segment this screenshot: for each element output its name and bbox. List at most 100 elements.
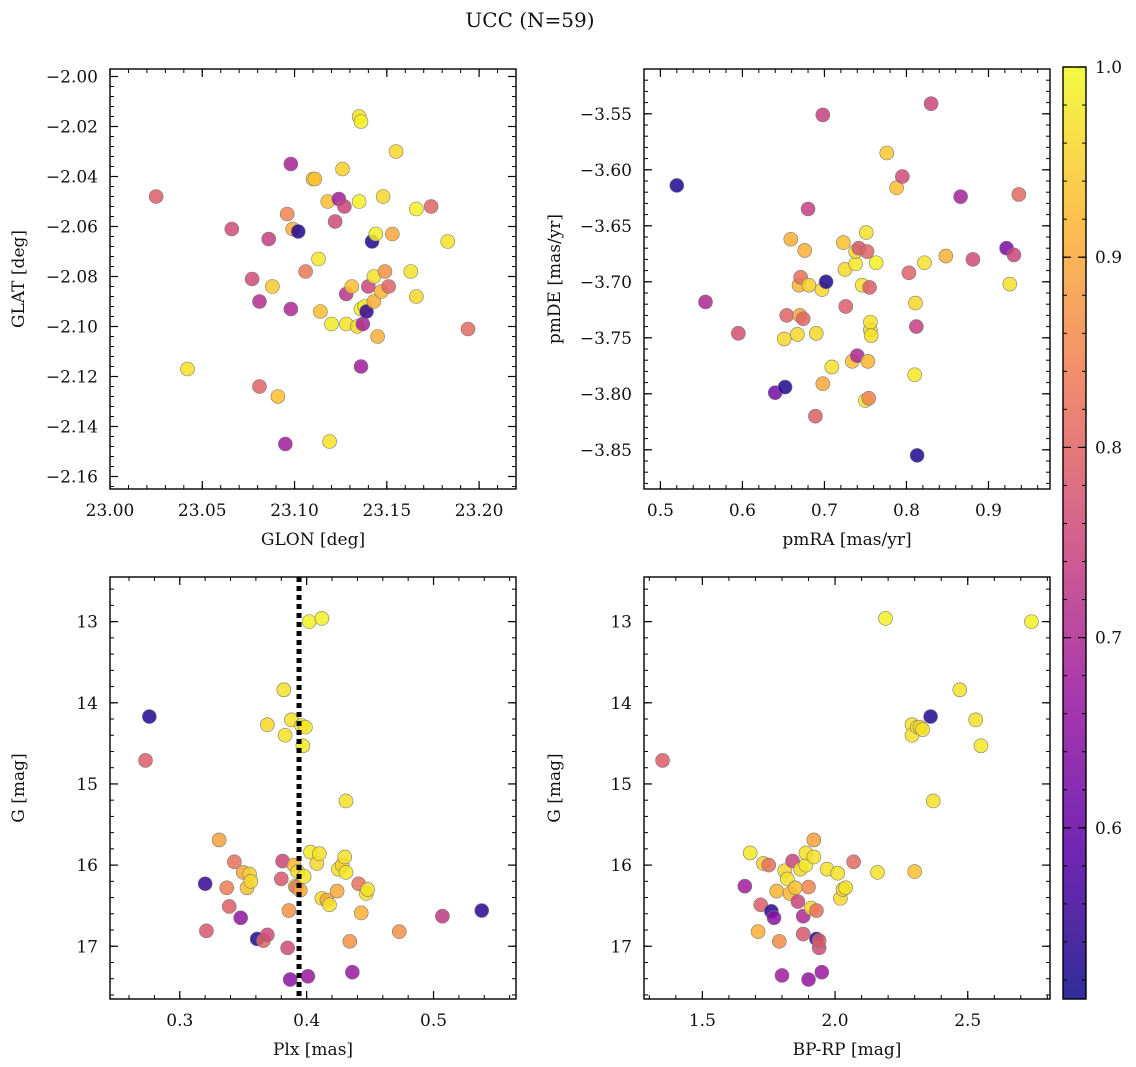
scatter-point <box>276 682 292 698</box>
scatter-point <box>233 910 248 926</box>
scatter-point <box>265 279 280 294</box>
scatter-point <box>923 96 939 112</box>
x-tick-label: 0.5 <box>647 501 674 521</box>
x-tick-label: 0.6 <box>729 501 756 521</box>
scatter-point <box>838 880 853 896</box>
scatter-point <box>298 264 313 279</box>
scatter-point <box>761 857 777 873</box>
scatter-point <box>1024 614 1039 629</box>
tick-marks <box>109 69 517 489</box>
y-tick-label: −3.80 <box>580 385 632 405</box>
scatter-point <box>224 221 240 237</box>
scatter-point <box>353 359 369 374</box>
scatter-point <box>342 934 358 949</box>
y-tick-label: −2.10 <box>46 318 98 338</box>
y-tick-label: 17 <box>76 937 98 957</box>
scatter-point <box>322 434 337 449</box>
scatter-point <box>772 934 787 949</box>
scatter-point <box>388 144 404 159</box>
scatter-point <box>227 854 242 870</box>
tick-marks <box>643 68 1050 489</box>
y-tick-label: 13 <box>76 613 98 633</box>
scatter-point <box>848 256 863 272</box>
scatter-point <box>298 719 313 735</box>
scatter-point <box>777 379 793 395</box>
y-tick-label: 16 <box>610 856 632 876</box>
y-tick-label: −3.70 <box>580 273 632 293</box>
scatter-point <box>391 924 407 939</box>
scatter-point <box>435 908 450 924</box>
y-tick-label: 17 <box>610 937 632 957</box>
scatter-point <box>282 972 298 987</box>
scatter-point <box>327 214 343 229</box>
scatter-point <box>870 865 885 880</box>
scatter-point <box>787 880 803 896</box>
scatter-point <box>337 849 353 865</box>
scatter-point <box>360 882 375 897</box>
axes-frame <box>643 576 1051 1000</box>
scatter-point <box>180 361 195 377</box>
scatter-point <box>311 251 326 267</box>
scatter-points <box>655 611 1039 987</box>
axes-frame <box>643 68 1051 490</box>
x-tick-label: 23.20 <box>455 501 504 521</box>
scatter-point <box>1002 276 1018 292</box>
scatter-point <box>862 280 877 295</box>
scatter-point <box>917 255 932 271</box>
x-axis-label: Plx [mas] <box>273 1040 353 1060</box>
scatter-point <box>370 329 385 344</box>
y-tick-label: −2.12 <box>46 368 98 388</box>
scatter-point <box>815 107 831 123</box>
scatter-points <box>669 96 1027 463</box>
scatter-point <box>329 883 345 899</box>
y-tick-label: −2.14 <box>46 418 98 438</box>
scatter-point <box>779 308 795 323</box>
scatter-point <box>423 199 439 214</box>
scatter-point <box>952 682 968 698</box>
scatter-point <box>965 252 981 267</box>
x-tick-label: 0.9 <box>975 501 1002 521</box>
scatter-point <box>801 972 816 987</box>
scatter-point <box>199 923 214 939</box>
scatter-point <box>270 389 286 404</box>
scatter-point <box>440 234 456 249</box>
scatter-point <box>460 321 476 337</box>
scatter-point <box>809 903 824 918</box>
scatter-point <box>344 279 360 294</box>
scatter-point <box>324 316 339 332</box>
scatter-point <box>337 199 352 214</box>
scatter-point <box>312 846 327 862</box>
scatter-point <box>252 294 267 309</box>
scatter-point <box>335 161 350 177</box>
x-tick-label: 2.0 <box>822 1011 849 1031</box>
panel-glon-glat: 23.00 23.05 23.10 23.15 23.20 −2.16 −2.14 −2.12… <box>9 68 517 550</box>
scatter-point <box>403 264 419 279</box>
scatter-point <box>830 865 846 881</box>
tick-marks <box>110 577 516 999</box>
colorbar-tick-label: 0.6 <box>1095 819 1122 839</box>
y-tick-label: 14 <box>76 694 98 714</box>
scatter-point <box>260 927 275 943</box>
scatter-point <box>409 289 424 304</box>
scatter-point <box>737 878 753 894</box>
scatter-point <box>797 243 813 258</box>
scatter-point <box>808 326 824 341</box>
x-tick-label: 0.4 <box>293 1011 320 1031</box>
y-tick-label: −2.06 <box>46 218 98 238</box>
y-tick-label: −3.55 <box>580 105 632 125</box>
scatter-point <box>846 854 861 870</box>
scatter-point <box>351 194 367 209</box>
scatter-point <box>753 897 769 913</box>
scatter-point <box>280 940 295 956</box>
scatter-point <box>211 832 227 848</box>
scatter-point <box>838 299 854 314</box>
scatter-point <box>385 226 400 242</box>
scatter-point <box>938 248 954 264</box>
panel-bprp-g: 1.5 2.0 2.5 13 14 15 16 17 BP-RP [mag] G [mag] <box>545 576 1051 1060</box>
scatter-point <box>806 832 822 848</box>
figure-title: UCC (N=59) <box>465 8 594 32</box>
scatter-point <box>148 189 164 204</box>
scatter-point <box>261 231 277 247</box>
y-tick-label: −3.60 <box>580 161 632 181</box>
scatter-point <box>860 354 876 369</box>
